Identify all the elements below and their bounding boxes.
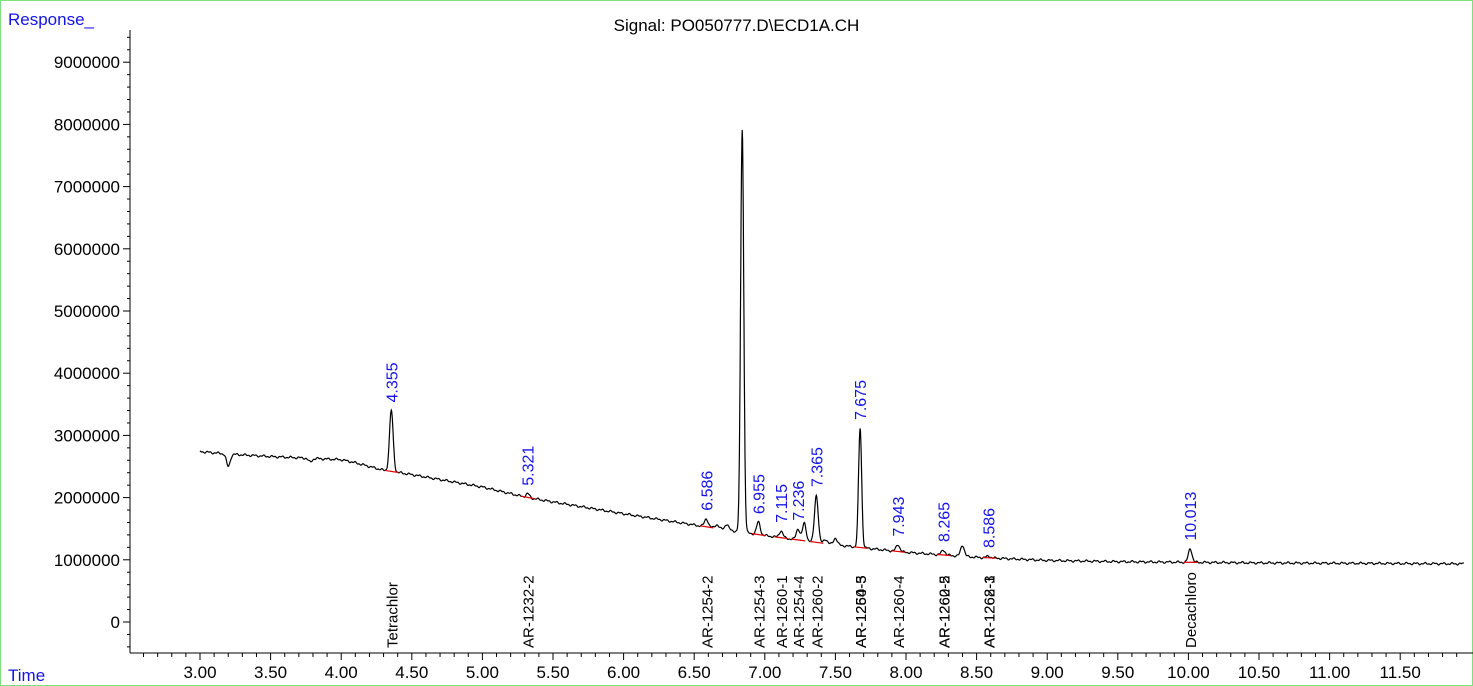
compound-label: AR-1254-3 xyxy=(751,575,768,648)
integration-baseline-mark xyxy=(853,546,868,549)
retention-time-label: 7.943 xyxy=(891,497,908,537)
retention-time-label: 8.586 xyxy=(982,508,999,548)
compound-label: Tetrachlor xyxy=(384,582,401,648)
y-tick-label: 1000000 xyxy=(54,551,120,570)
retention-time-label: 6.955 xyxy=(751,474,768,514)
x-tick-label: 6.00 xyxy=(607,663,640,682)
chart-title: Signal: PO050777.D\ECD1A.CH xyxy=(613,16,860,35)
y-tick-label: 8000000 xyxy=(54,115,120,134)
compound-label: Decachloro xyxy=(1183,572,1200,648)
signal-trace xyxy=(199,129,1465,566)
x-tick-label: 7.00 xyxy=(748,663,781,682)
retention-time-label: 10.013 xyxy=(1183,492,1200,541)
x-tick-label: 3.00 xyxy=(183,663,216,682)
integration-baseline-mark xyxy=(982,556,996,559)
x-tick-label: 9.00 xyxy=(1031,663,1064,682)
y-tick-label: 0 xyxy=(111,613,120,632)
compound-label: AR-1232-2 xyxy=(521,575,538,648)
integration-baseline-mark xyxy=(699,525,714,529)
x-tick-label: 8.00 xyxy=(889,663,922,682)
y-tick-label: 3000000 xyxy=(54,426,120,445)
compound-label: AR-1260-2 xyxy=(809,575,826,648)
integration-baseline-mark xyxy=(774,536,789,540)
y-tick-label: 2000000 xyxy=(54,489,120,508)
x-tick-label: 11.50 xyxy=(1380,663,1421,682)
x-tick-label: 4.00 xyxy=(325,663,358,682)
x-tick-label: 5.00 xyxy=(466,663,499,682)
retention-time-label: 8.265 xyxy=(936,502,953,542)
x-tick-label: 3.50 xyxy=(254,663,287,682)
integration-baseline-mark xyxy=(521,495,535,500)
x-axis-label: Time xyxy=(8,666,46,685)
x-tick-label: 11.00 xyxy=(1309,663,1350,682)
retention-time-label: 4.355 xyxy=(384,362,401,402)
compound-label: AR-1260-4 xyxy=(891,575,908,648)
compound-label: AR-1260-5 xyxy=(936,575,953,648)
retention-time-label: 7.365 xyxy=(809,447,826,487)
compound-label: AR-1262-3 xyxy=(982,575,999,648)
compound-label: AR-1254-2 xyxy=(699,575,716,648)
integration-baseline-mark xyxy=(891,550,906,553)
y-axis-label: Response_ xyxy=(8,10,95,29)
integration-baseline-mark xyxy=(384,469,399,474)
x-tick-label: 7.50 xyxy=(819,663,852,682)
compound-label: AR-1260-1 xyxy=(774,575,791,648)
compound-label: AR-1254-4 xyxy=(791,575,808,648)
compound-label: AR-1254-5 xyxy=(853,575,870,648)
x-tick-label: 8.50 xyxy=(960,663,993,682)
x-tick-label: 5.50 xyxy=(536,663,569,682)
compound-label: AR-1262-2 xyxy=(936,575,953,648)
x-tick-label: 6.50 xyxy=(678,663,711,682)
compound-label: AR-1268-1 xyxy=(982,575,999,648)
y-tick-label: 9000000 xyxy=(54,53,120,72)
y-tick-label: 7000000 xyxy=(54,178,120,197)
x-tick-label: 10.50 xyxy=(1238,663,1281,682)
integration-baseline-mark xyxy=(752,533,766,537)
integration-baseline-mark xyxy=(937,553,951,557)
y-tick-label: 4000000 xyxy=(54,364,120,383)
x-tick-label: 10.00 xyxy=(1167,663,1210,682)
integration-baseline-mark xyxy=(809,540,824,544)
retention-time-label: 7.115 xyxy=(774,484,791,523)
x-tick-label: 4.50 xyxy=(395,663,428,682)
retention-time-label: 7.236 xyxy=(791,481,808,521)
integration-baseline-mark xyxy=(791,538,806,542)
x-tick-label: 9.50 xyxy=(1101,663,1134,682)
compound-label: AR-1260-3 xyxy=(853,575,870,648)
retention-time-label: 5.321 xyxy=(521,446,538,486)
y-tick-label: 6000000 xyxy=(54,240,120,259)
retention-time-label: 6.586 xyxy=(699,471,716,511)
y-tick-label: 5000000 xyxy=(54,302,120,321)
retention-time-label: 7.675 xyxy=(853,380,870,420)
